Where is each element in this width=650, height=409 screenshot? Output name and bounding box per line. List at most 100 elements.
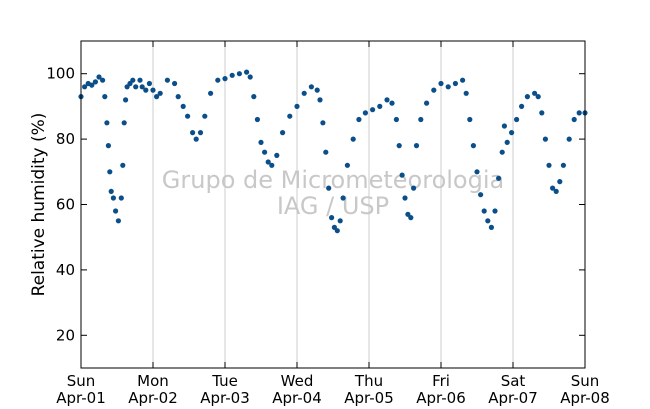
data-point bbox=[411, 185, 417, 191]
data-point bbox=[294, 103, 300, 109]
data-point bbox=[121, 120, 127, 126]
data-point bbox=[105, 143, 111, 149]
data-point bbox=[262, 149, 268, 155]
x-tick-label-day: Sun bbox=[67, 372, 96, 390]
data-point bbox=[236, 71, 242, 77]
data-point bbox=[251, 94, 257, 100]
x-tick-label-date: Apr-02 bbox=[128, 389, 178, 407]
x-tick-label-date: Apr-01 bbox=[56, 389, 106, 407]
watermark-line-1: Grupo de Micrometeorologia bbox=[162, 166, 504, 194]
data-point bbox=[326, 185, 332, 191]
data-point bbox=[154, 94, 160, 100]
data-point bbox=[370, 107, 376, 113]
data-point bbox=[244, 69, 250, 75]
x-tick-label-day: Wed bbox=[281, 372, 314, 390]
data-point bbox=[396, 143, 402, 149]
data-point bbox=[107, 169, 113, 175]
data-point bbox=[197, 130, 204, 136]
data-point bbox=[133, 84, 139, 90]
data-point bbox=[384, 97, 390, 103]
data-point bbox=[340, 195, 346, 201]
data-point bbox=[137, 77, 143, 83]
data-point bbox=[308, 84, 314, 90]
data-point bbox=[485, 218, 491, 224]
data-point bbox=[519, 103, 525, 109]
data-point bbox=[215, 77, 221, 83]
data-point bbox=[317, 97, 323, 103]
data-point bbox=[467, 116, 473, 123]
data-point bbox=[377, 103, 383, 109]
data-point bbox=[560, 162, 567, 168]
data-point bbox=[399, 172, 405, 178]
data-point bbox=[269, 162, 275, 168]
data-point bbox=[496, 175, 502, 181]
data-point bbox=[222, 76, 228, 82]
data-point bbox=[193, 136, 199, 142]
data-point bbox=[208, 90, 214, 96]
data-point bbox=[553, 188, 559, 194]
data-point bbox=[438, 80, 444, 87]
data-point bbox=[445, 84, 451, 90]
data-point bbox=[254, 116, 260, 123]
data-point bbox=[202, 113, 208, 119]
data-point bbox=[102, 94, 108, 100]
data-point bbox=[408, 215, 414, 221]
x-tick-label-day: Fri bbox=[432, 372, 450, 390]
data-points bbox=[78, 69, 588, 234]
data-point bbox=[157, 90, 163, 96]
data-point bbox=[118, 195, 124, 201]
data-point bbox=[460, 77, 466, 83]
data-point bbox=[350, 136, 356, 142]
data-point bbox=[265, 159, 271, 165]
data-point bbox=[96, 74, 102, 80]
data-point bbox=[287, 113, 293, 119]
data-point bbox=[185, 113, 191, 119]
data-point bbox=[258, 139, 264, 145]
data-point bbox=[542, 136, 549, 142]
data-point bbox=[478, 192, 484, 198]
data-point bbox=[474, 169, 480, 175]
data-point bbox=[247, 74, 253, 80]
data-point bbox=[172, 80, 178, 87]
data-point bbox=[274, 152, 280, 158]
data-point bbox=[150, 87, 156, 93]
data-point bbox=[532, 90, 538, 96]
data-point bbox=[492, 208, 498, 214]
data-point bbox=[389, 100, 395, 106]
x-tick-label-date: Apr-07 bbox=[488, 389, 538, 407]
data-point bbox=[402, 195, 408, 201]
y-tick-label: 20 bbox=[56, 326, 75, 344]
x-tick-label-date: Apr-08 bbox=[560, 389, 610, 407]
y-axis-label: Relative humidity (%) bbox=[29, 113, 49, 297]
data-point bbox=[356, 116, 362, 123]
data-point bbox=[413, 143, 420, 149]
gridlines bbox=[152, 41, 514, 368]
data-point bbox=[362, 110, 368, 116]
data-point bbox=[481, 208, 487, 214]
data-point bbox=[301, 90, 307, 96]
data-point bbox=[509, 130, 515, 136]
data-point bbox=[113, 208, 119, 214]
data-point bbox=[550, 185, 556, 191]
data-point bbox=[488, 224, 494, 230]
data-point bbox=[463, 90, 469, 96]
data-point bbox=[123, 97, 129, 103]
data-point bbox=[424, 100, 430, 106]
y-tick-label: 80 bbox=[56, 130, 75, 148]
data-point bbox=[323, 149, 329, 155]
data-point bbox=[130, 77, 136, 83]
data-point bbox=[89, 82, 95, 88]
data-point bbox=[229, 72, 235, 78]
data-point bbox=[571, 116, 577, 123]
data-point bbox=[431, 87, 437, 93]
data-point bbox=[499, 149, 505, 155]
watermark: Grupo de Micrometeorologia IAG / USP bbox=[162, 166, 504, 220]
data-point bbox=[329, 215, 335, 221]
x-tick-label-date: Apr-05 bbox=[344, 389, 394, 407]
data-point bbox=[146, 80, 152, 87]
data-point bbox=[92, 79, 98, 85]
data-point bbox=[539, 110, 545, 116]
data-point bbox=[139, 84, 145, 90]
data-point bbox=[546, 162, 552, 168]
